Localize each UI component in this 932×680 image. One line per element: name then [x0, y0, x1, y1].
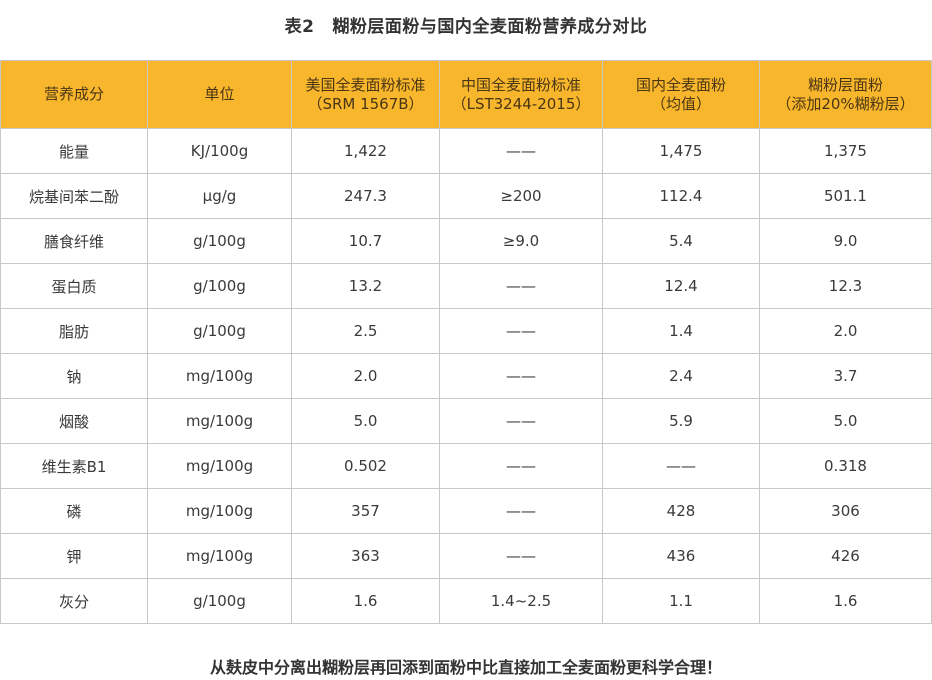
- cell-cn-standard: ——: [439, 533, 603, 579]
- table-row: 烟酸 mg/100g 5.0 —— 5.9 5.0: [0, 398, 932, 444]
- cell-unit: g/100g: [147, 218, 292, 264]
- cell-us-standard: 1.6: [291, 578, 440, 624]
- cell-cn-standard: ——: [439, 443, 603, 489]
- cell-domestic-average: 1.1: [602, 578, 760, 624]
- cell-cn-standard: 1.4~2.5: [439, 578, 603, 624]
- cell-aleurone-flour: 2.0: [759, 308, 932, 354]
- cell-cn-standard: ——: [439, 128, 603, 174]
- cell-domestic-average: 428: [602, 488, 760, 534]
- header-unit: 单位: [147, 60, 292, 129]
- cell-nutrient: 蛋白质: [0, 263, 148, 309]
- table-caption: 糊粉层面粉与国内全麦面粉营养成分对比: [332, 17, 648, 37]
- cell-nutrient: 灰分: [0, 578, 148, 624]
- table-title: 表2 糊粉层面粉与国内全麦面粉营养成分对比: [0, 12, 932, 37]
- cell-domestic-average: 5.9: [602, 398, 760, 444]
- header-row: 营养成分 单位 美国全麦面粉标准 （SRM 1567B） 中国全麦面粉标准 （LST…: [0, 60, 932, 129]
- cell-nutrient: 能量: [0, 128, 148, 174]
- cell-cn-standard: ——: [439, 263, 603, 309]
- cell-cn-standard: ——: [439, 353, 603, 399]
- table-number: 表2: [284, 17, 315, 37]
- cell-domestic-average: 5.4: [602, 218, 760, 264]
- cell-aleurone-flour: 9.0: [759, 218, 932, 264]
- cell-unit: mg/100g: [147, 353, 292, 399]
- table-row: 能量 KJ/100g 1,422 —— 1,475 1,375: [0, 128, 932, 174]
- cell-us-standard: 10.7: [291, 218, 440, 264]
- cell-cn-standard: ——: [439, 398, 603, 444]
- table-row: 钾 mg/100g 363 —— 436 426: [0, 533, 932, 579]
- cell-domestic-average: ——: [602, 443, 760, 489]
- cell-cn-standard: ——: [439, 308, 603, 354]
- footer-note: 从麸皮中分离出糊粉层再回添到面粉中比直接加工全麦面粉更科学合理！: [209, 658, 722, 677]
- cell-us-standard: 247.3: [291, 173, 440, 219]
- cell-cn-standard: ≥200: [439, 173, 603, 219]
- cell-us-standard: 357: [291, 488, 440, 534]
- cell-nutrient: 烷基间苯二酚: [0, 173, 148, 219]
- cell-us-standard: 1,422: [291, 128, 440, 174]
- table-row: 膳食纤维 g/100g 10.7 ≥9.0 5.4 9.0: [0, 218, 932, 264]
- cell-aleurone-flour: 426: [759, 533, 932, 579]
- cell-aleurone-flour: 1.6: [759, 578, 932, 624]
- header-us-standard: 美国全麦面粉标准 （SRM 1567B）: [291, 60, 440, 129]
- header-domestic-average: 国内全麦面粉 （均值）: [602, 60, 760, 129]
- table-row: 维生素B1 mg/100g 0.502 —— —— 0.318: [0, 443, 932, 489]
- cell-nutrient: 膳食纤维: [0, 218, 148, 264]
- cell-unit: mg/100g: [147, 398, 292, 444]
- cell-aleurone-flour: 5.0: [759, 398, 932, 444]
- header-aleurone-flour: 糊粉层面粉 （添加20%糊粉层）: [759, 60, 932, 129]
- nutrition-comparison-table: 营养成分 单位 美国全麦面粉标准 （SRM 1567B） 中国全麦面粉标准 （LST…: [0, 60, 932, 624]
- cell-unit: g/100g: [147, 578, 292, 624]
- cell-unit: g/100g: [147, 263, 292, 309]
- table-row: 磷 mg/100g 357 —— 428 306: [0, 488, 932, 534]
- cell-unit: KJ/100g: [147, 128, 292, 174]
- cell-aleurone-flour: 12.3: [759, 263, 932, 309]
- table-row: 钠 mg/100g 2.0 —— 2.4 3.7: [0, 353, 932, 399]
- cell-nutrient: 脂肪: [0, 308, 148, 354]
- cell-us-standard: 2.0: [291, 353, 440, 399]
- cell-us-standard: 0.502: [291, 443, 440, 489]
- table-row: 脂肪 g/100g 2.5 —— 1.4 2.0: [0, 308, 932, 354]
- cell-us-standard: 5.0: [291, 398, 440, 444]
- cell-unit: g/100g: [147, 308, 292, 354]
- cell-aleurone-flour: 1,375: [759, 128, 932, 174]
- cell-nutrient: 维生素B1: [0, 443, 148, 489]
- cell-nutrient: 钠: [0, 353, 148, 399]
- cell-us-standard: 363: [291, 533, 440, 579]
- cell-domestic-average: 112.4: [602, 173, 760, 219]
- table-row: 灰分 g/100g 1.6 1.4~2.5 1.1 1.6: [0, 578, 932, 624]
- cell-domestic-average: 2.4: [602, 353, 760, 399]
- table-row: 蛋白质 g/100g 13.2 —— 12.4 12.3: [0, 263, 932, 309]
- cell-domestic-average: 1.4: [602, 308, 760, 354]
- table-row: 烷基间苯二酚 μg/g 247.3 ≥200 112.4 501.1: [0, 173, 932, 219]
- cell-cn-standard: ——: [439, 488, 603, 534]
- cell-nutrient: 钾: [0, 533, 148, 579]
- cell-unit: mg/100g: [147, 443, 292, 489]
- cell-aleurone-flour: 0.318: [759, 443, 932, 489]
- cell-unit: mg/100g: [147, 488, 292, 534]
- cell-nutrient: 磷: [0, 488, 148, 534]
- cell-unit: μg/g: [147, 173, 292, 219]
- cell-aleurone-flour: 3.7: [759, 353, 932, 399]
- cell-aleurone-flour: 501.1: [759, 173, 932, 219]
- cell-unit: mg/100g: [147, 533, 292, 579]
- cell-domestic-average: 12.4: [602, 263, 760, 309]
- cell-nutrient: 烟酸: [0, 398, 148, 444]
- cell-aleurone-flour: 306: [759, 488, 932, 534]
- cell-domestic-average: 436: [602, 533, 760, 579]
- header-cn-standard: 中国全麦面粉标准 （LST3244-2015）: [439, 60, 603, 129]
- cell-domestic-average: 1,475: [602, 128, 760, 174]
- cell-cn-standard: ≥9.0: [439, 218, 603, 264]
- header-nutrient: 营养成分: [0, 60, 148, 129]
- cell-us-standard: 2.5: [291, 308, 440, 354]
- cell-us-standard: 13.2: [291, 263, 440, 309]
